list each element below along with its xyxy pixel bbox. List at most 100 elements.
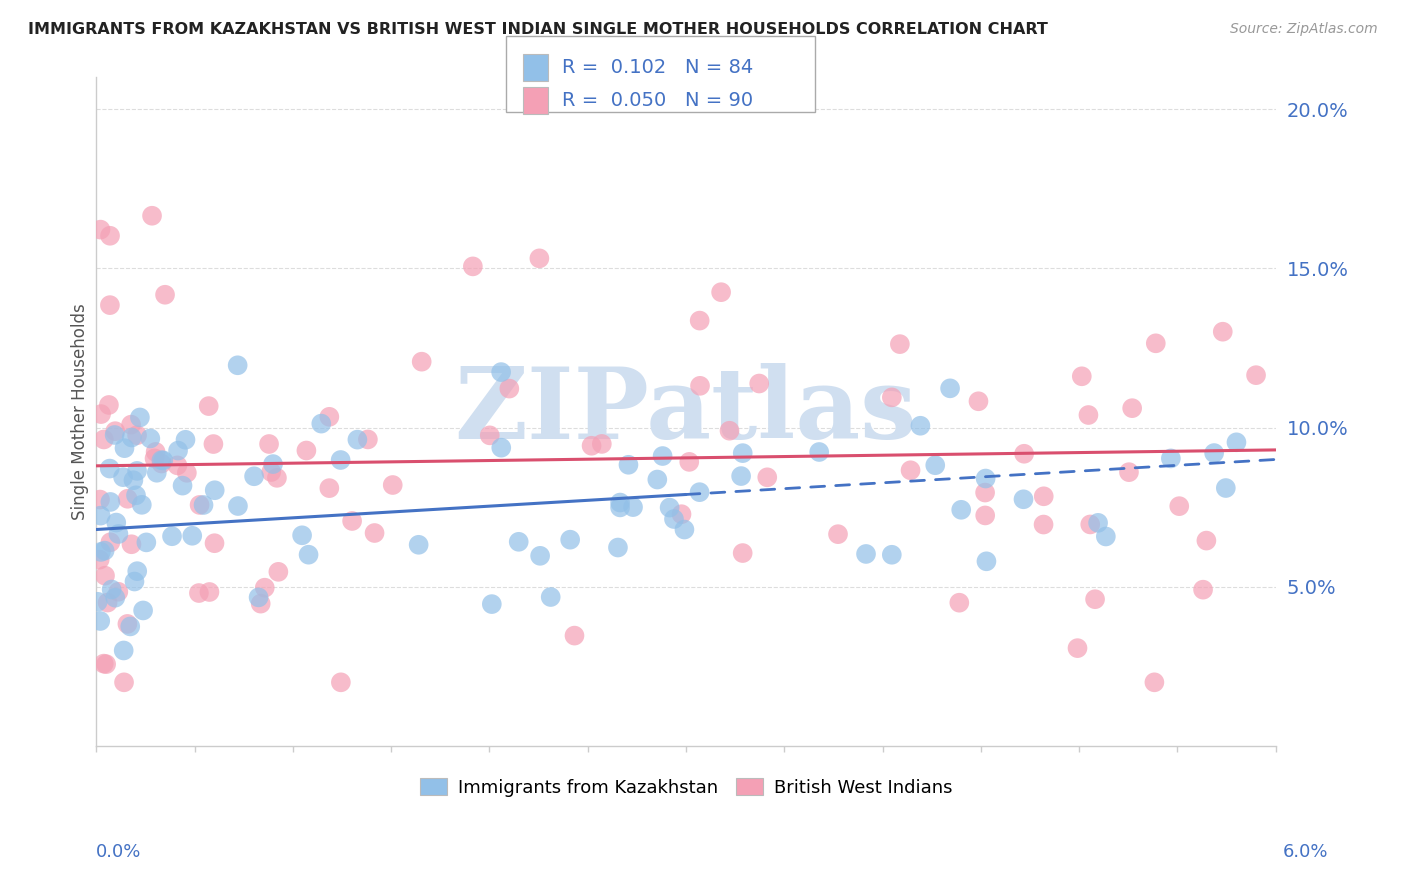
Point	[1143, 675, 1166, 690]
Point	[730, 469, 752, 483]
Point	[187, 586, 209, 600]
Point	[731, 446, 754, 460]
Point	[346, 433, 368, 447]
Point	[950, 503, 973, 517]
Text: R =  0.102   N = 84: R = 0.102 N = 84	[562, 58, 754, 77]
Point	[120, 619, 142, 633]
Point	[498, 382, 520, 396]
Point	[204, 536, 226, 550]
Point	[748, 376, 770, 391]
Point	[104, 424, 127, 438]
Point	[117, 491, 139, 506]
Point	[939, 381, 962, 395]
Point	[689, 379, 711, 393]
Point	[89, 552, 111, 566]
Point	[150, 453, 173, 467]
Point	[974, 471, 997, 485]
Point	[381, 478, 404, 492]
Point	[121, 537, 143, 551]
Point	[297, 548, 319, 562]
Point	[90, 508, 112, 523]
Text: IMMIGRANTS FROM KAZAKHSTAN VS BRITISH WEST INDIAN SINGLE MOTHER HOUSEHOLDS CORRE: IMMIGRANTS FROM KAZAKHSTAN VS BRITISH WE…	[28, 22, 1047, 37]
Point	[827, 527, 849, 541]
Point	[172, 478, 194, 492]
Point	[1066, 641, 1088, 656]
Point	[89, 222, 111, 236]
Point	[651, 449, 673, 463]
Point	[329, 675, 352, 690]
Point	[167, 443, 190, 458]
Point	[112, 643, 135, 657]
Point	[181, 529, 204, 543]
Point	[910, 418, 932, 433]
Point	[98, 298, 121, 312]
Point	[673, 523, 696, 537]
Point	[607, 541, 630, 555]
Point	[924, 458, 946, 473]
Point	[491, 441, 513, 455]
Point	[1032, 489, 1054, 503]
Point	[808, 445, 831, 459]
Point	[1160, 451, 1182, 466]
Point	[489, 365, 512, 379]
Point	[718, 424, 741, 438]
Point	[948, 596, 970, 610]
Text: Source: ZipAtlas.com: Source: ZipAtlas.com	[1230, 22, 1378, 37]
Point	[117, 616, 139, 631]
Point	[1168, 499, 1191, 513]
Point	[1192, 582, 1215, 597]
Point	[97, 596, 120, 610]
Point	[112, 470, 135, 484]
Point	[188, 498, 211, 512]
Point	[581, 439, 603, 453]
Point	[131, 498, 153, 512]
Point	[100, 582, 122, 597]
Point	[671, 507, 693, 521]
Point	[260, 465, 283, 479]
Point	[1121, 401, 1143, 416]
Point	[193, 498, 215, 512]
Point	[647, 473, 669, 487]
Point	[89, 492, 111, 507]
Point	[112, 675, 135, 690]
Point	[226, 499, 249, 513]
Point	[93, 657, 115, 671]
Point	[1012, 492, 1035, 507]
Point	[564, 629, 586, 643]
Point	[710, 285, 733, 300]
Point	[104, 591, 127, 605]
Point	[1118, 465, 1140, 479]
Point	[1225, 435, 1247, 450]
Point	[311, 417, 333, 431]
Point	[98, 461, 121, 475]
Point	[1144, 336, 1167, 351]
Point	[247, 591, 270, 605]
Point	[617, 458, 640, 472]
Point	[540, 590, 562, 604]
Point	[529, 252, 551, 266]
Point	[90, 407, 112, 421]
Point	[176, 466, 198, 480]
Point	[145, 445, 167, 459]
Legend: Immigrants from Kazakhstan, British West Indians: Immigrants from Kazakhstan, British West…	[412, 771, 959, 804]
Point	[114, 441, 136, 455]
Point	[93, 543, 115, 558]
Point	[478, 428, 501, 442]
Point	[202, 437, 225, 451]
Point	[529, 549, 551, 563]
Point	[125, 464, 148, 478]
Point	[139, 432, 162, 446]
Point	[143, 451, 166, 466]
Point	[120, 417, 142, 432]
Point	[226, 359, 249, 373]
Point	[731, 546, 754, 560]
Point	[689, 485, 711, 500]
Text: 6.0%: 6.0%	[1284, 843, 1329, 861]
Point	[249, 597, 271, 611]
Point	[266, 471, 288, 485]
Text: R =  0.050   N = 90: R = 0.050 N = 90	[562, 91, 754, 110]
Point	[141, 209, 163, 223]
Point	[1032, 517, 1054, 532]
Point	[974, 485, 997, 500]
Point	[129, 410, 152, 425]
